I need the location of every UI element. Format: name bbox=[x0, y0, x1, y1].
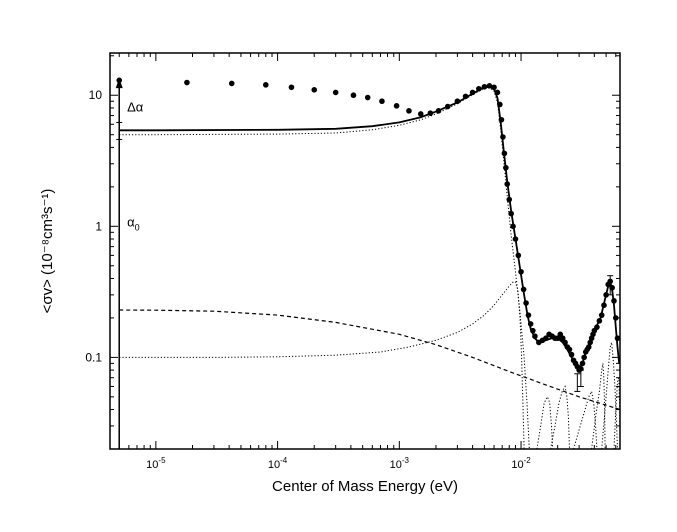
data-point bbox=[228, 80, 235, 87]
data-point bbox=[578, 365, 584, 372]
y-axis-label: <σv> (10⁻⁸cm³s⁻¹) bbox=[39, 189, 56, 314]
y-tick-label: 10 bbox=[89, 88, 103, 102]
data-point bbox=[504, 181, 511, 187]
data-point bbox=[598, 312, 605, 318]
data-point bbox=[559, 335, 566, 342]
data-point bbox=[614, 335, 621, 342]
data-point bbox=[481, 83, 488, 90]
curve-dotted-6 bbox=[573, 389, 598, 450]
curve-dotted-9 bbox=[613, 377, 621, 450]
data-points bbox=[116, 77, 621, 373]
x-tick-label: 10-2 bbox=[511, 456, 531, 471]
data-point bbox=[184, 79, 190, 86]
data-point bbox=[462, 93, 469, 100]
curve-solid-0 bbox=[119, 85, 621, 371]
data-point bbox=[612, 315, 619, 321]
fit-curves bbox=[119, 85, 621, 450]
data-point bbox=[527, 321, 534, 327]
data-point bbox=[288, 84, 295, 91]
data-point bbox=[427, 110, 434, 116]
data-point bbox=[508, 210, 514, 217]
data-point bbox=[585, 344, 592, 350]
y-tick-label: 1 bbox=[95, 219, 102, 233]
data-point bbox=[594, 324, 600, 330]
y-tick-label: 0.1 bbox=[85, 350, 102, 364]
data-point bbox=[469, 89, 476, 96]
data-point bbox=[379, 98, 385, 105]
error-bar bbox=[574, 373, 581, 392]
data-point bbox=[435, 108, 442, 114]
data-point bbox=[311, 87, 318, 93]
data-point bbox=[596, 318, 603, 324]
curve-dotted-1 bbox=[119, 87, 530, 450]
data-point bbox=[515, 252, 522, 259]
error-bars bbox=[116, 121, 614, 392]
data-point bbox=[501, 150, 508, 157]
data-point bbox=[491, 84, 497, 91]
curve-dotted-4 bbox=[536, 395, 554, 450]
data-point bbox=[601, 302, 607, 309]
data-point bbox=[506, 196, 513, 203]
data-point bbox=[518, 268, 524, 275]
data-point bbox=[262, 82, 269, 88]
x-tick-label: 10-5 bbox=[146, 456, 166, 471]
data-point bbox=[530, 327, 536, 334]
plot-frame bbox=[109, 52, 621, 450]
data-point bbox=[510, 223, 516, 230]
data-point bbox=[525, 312, 532, 318]
data-point bbox=[607, 278, 613, 285]
data-point bbox=[444, 103, 451, 110]
data-point bbox=[350, 92, 357, 99]
data-point bbox=[393, 103, 400, 109]
data-point bbox=[500, 134, 506, 140]
data-point bbox=[486, 83, 493, 89]
data-point bbox=[579, 360, 586, 367]
data-point bbox=[332, 89, 339, 96]
data-point bbox=[532, 333, 538, 340]
data-point bbox=[503, 164, 509, 171]
data-point bbox=[609, 284, 615, 291]
annotation-label: Δα bbox=[127, 100, 144, 115]
data-point bbox=[543, 335, 549, 342]
data-point bbox=[568, 351, 575, 358]
curve-dashed-2 bbox=[119, 309, 621, 411]
data-point bbox=[497, 101, 503, 108]
data-point bbox=[566, 346, 573, 353]
data-point bbox=[454, 98, 461, 105]
data-point bbox=[611, 298, 617, 304]
annotations: Δα α0 bbox=[115, 78, 144, 449]
data-point bbox=[364, 94, 371, 101]
annotation-label: α0 bbox=[127, 214, 140, 232]
axis-ticks: 10-5 10-4 10-3 10-2 0.1 1 10 bbox=[85, 53, 620, 471]
data-point bbox=[562, 339, 568, 346]
data-point bbox=[476, 85, 482, 92]
x-tick-label: 10-3 bbox=[390, 456, 410, 471]
x-axis-label: Center of Mass Energy (eV) bbox=[272, 478, 458, 495]
arrow-head bbox=[115, 78, 123, 89]
data-point bbox=[417, 111, 424, 117]
curve-dotted-5 bbox=[550, 385, 570, 450]
data-point bbox=[406, 108, 412, 114]
data-point bbox=[512, 236, 519, 242]
data-point bbox=[520, 286, 527, 293]
curve-dotted-7 bbox=[591, 363, 606, 450]
curve-dotted-3 bbox=[119, 280, 525, 450]
data-point bbox=[581, 354, 587, 361]
data-point bbox=[498, 116, 505, 123]
x-tick-label: 10-4 bbox=[268, 456, 288, 471]
data-point bbox=[603, 292, 609, 298]
data-point bbox=[587, 339, 594, 346]
data-point bbox=[494, 89, 501, 96]
data-point bbox=[523, 300, 529, 306]
